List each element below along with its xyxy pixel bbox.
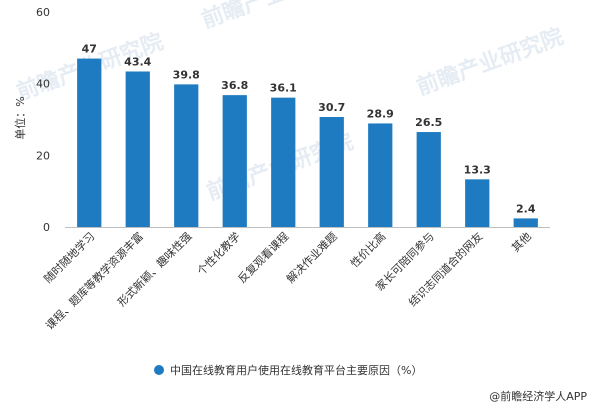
y-tick-label: 60 [36,6,50,19]
watermark-1: 前瞻产业研究院 [198,0,352,34]
legend[interactable]: 中国在线教育用户使用在线教育平台主要原因（%） [154,363,422,377]
x-tick-label: 课程、题库等教学资源丰富 [43,229,146,332]
source-label: @前瞻经济学人APP [489,389,587,403]
x-tick-label: 其他 [509,230,534,255]
bar [125,71,150,227]
bars [77,58,538,228]
data-label: 36.1 [270,82,297,95]
data-label: 39.8 [173,68,200,81]
data-label: 43.4 [124,55,151,68]
bar [77,58,102,228]
data-label: 13.3 [464,163,491,176]
legend-marker [154,365,164,375]
x-tick-label: 个性化教学 [194,229,243,278]
legend-label: 中国在线教育用户使用在线教育平台主要原因（%） [170,363,422,377]
y-tick-label: 20 [36,149,50,162]
data-label: 2.4 [516,202,536,215]
data-label: 47 [82,43,97,56]
data-label: 26.5 [415,116,442,129]
y-tick-label: 40 [36,78,50,91]
data-label: 28.9 [367,107,394,120]
y-axis: 0 20 40 60 [36,6,50,234]
bar [222,95,247,227]
bar [271,97,296,228]
watermark-2: 前瞻产业研究院 [413,24,567,101]
bar [465,179,490,227]
bar [416,132,441,227]
data-labels: 47 43.4 39.8 36.8 36.1 30.7 28.9 26.5 13.3 2.4 [82,43,536,216]
x-tick-label: 反复观看课程 [235,229,292,286]
bar [174,84,199,227]
y-axis-label: 单位：% [13,96,27,139]
y-tick-label: 0 [43,221,50,234]
data-label: 30.7 [318,101,345,114]
x-tick-label: 解决作业难题 [283,229,340,286]
data-label: 36.8 [221,79,248,92]
bar [368,123,393,227]
x-tick-label: 性价比高 [347,229,388,270]
bar [319,116,344,227]
bar [513,218,538,227]
